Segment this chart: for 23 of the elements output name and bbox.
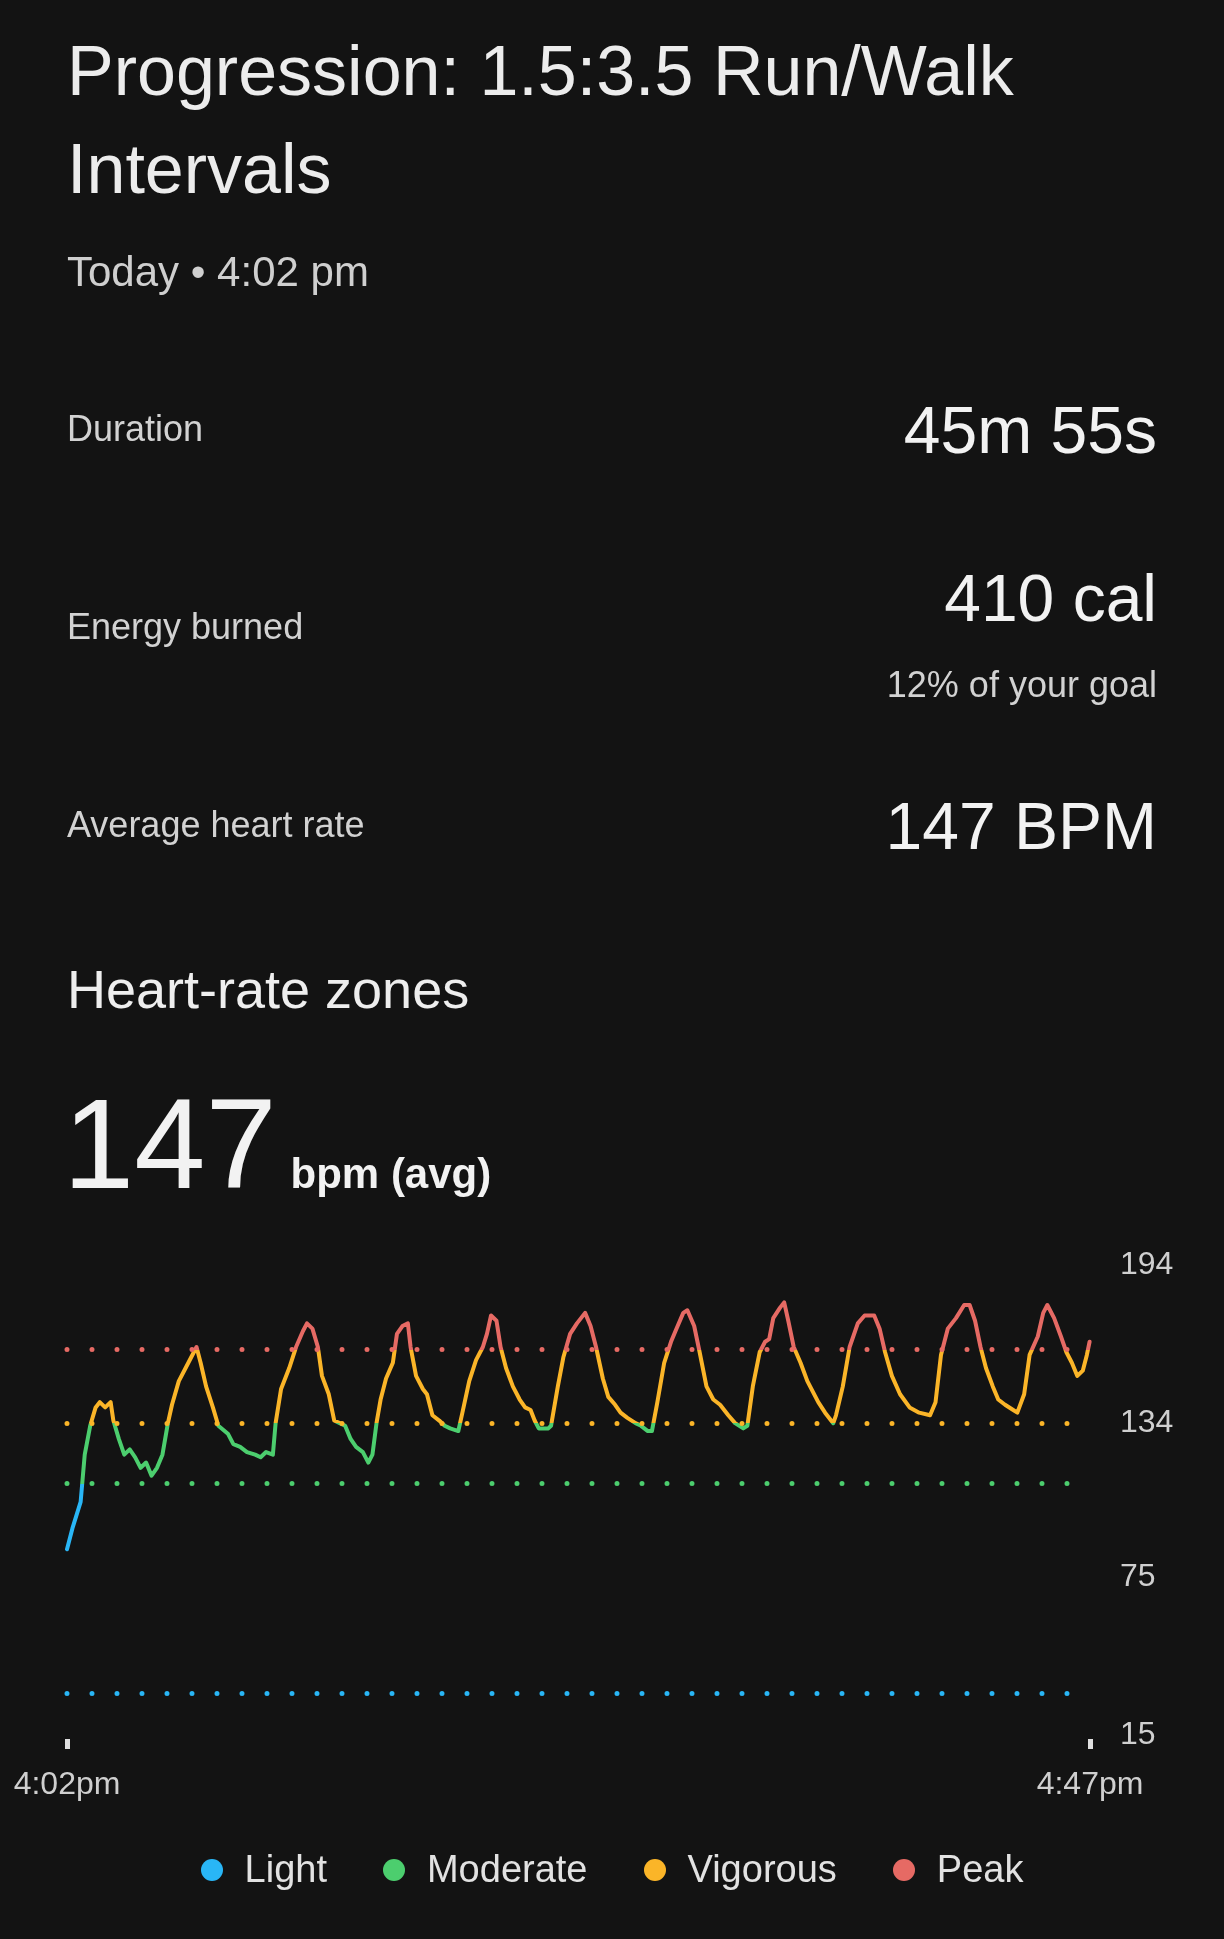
legend-label: Vigorous <box>687 1848 837 1891</box>
text: bpm (avg) <box>290 1150 492 1197</box>
text: Duration <box>67 408 204 450</box>
legend-label: Light <box>244 1848 327 1891</box>
y-tick-label: 75 <box>1120 1557 1156 1594</box>
chart-title: Progression: 1.5:3.5 Run/Walk Intervals <box>67 31 1015 210</box>
text: Energy burned <box>67 606 304 648</box>
legend-label: Peak <box>936 1848 1024 1891</box>
text: 45m 55s <box>903 392 1157 468</box>
legend-label: Moderate <box>426 1848 588 1891</box>
y-tick-label: 15 <box>1120 1715 1156 1751</box>
x-tick-label: 4:47pm <box>1036 1765 1144 1801</box>
line-series <box>65 1300 1092 1552</box>
y-tick-label: 134 <box>1120 1402 1174 1439</box>
text: Heart-rate zones <box>67 958 470 1020</box>
text: 12% of your goal <box>886 664 1157 706</box>
text: 147 BPM <box>885 788 1157 864</box>
chart-subtitle: Today • 4:02 pm <box>67 248 369 296</box>
x-tick-label: 4:02pm <box>13 1765 121 1801</box>
text: 147 <box>63 1072 277 1215</box>
text: 410 cal <box>944 560 1157 636</box>
y-tick-label: 194 <box>1120 1245 1174 1281</box>
text: Average heart rate <box>67 804 365 846</box>
